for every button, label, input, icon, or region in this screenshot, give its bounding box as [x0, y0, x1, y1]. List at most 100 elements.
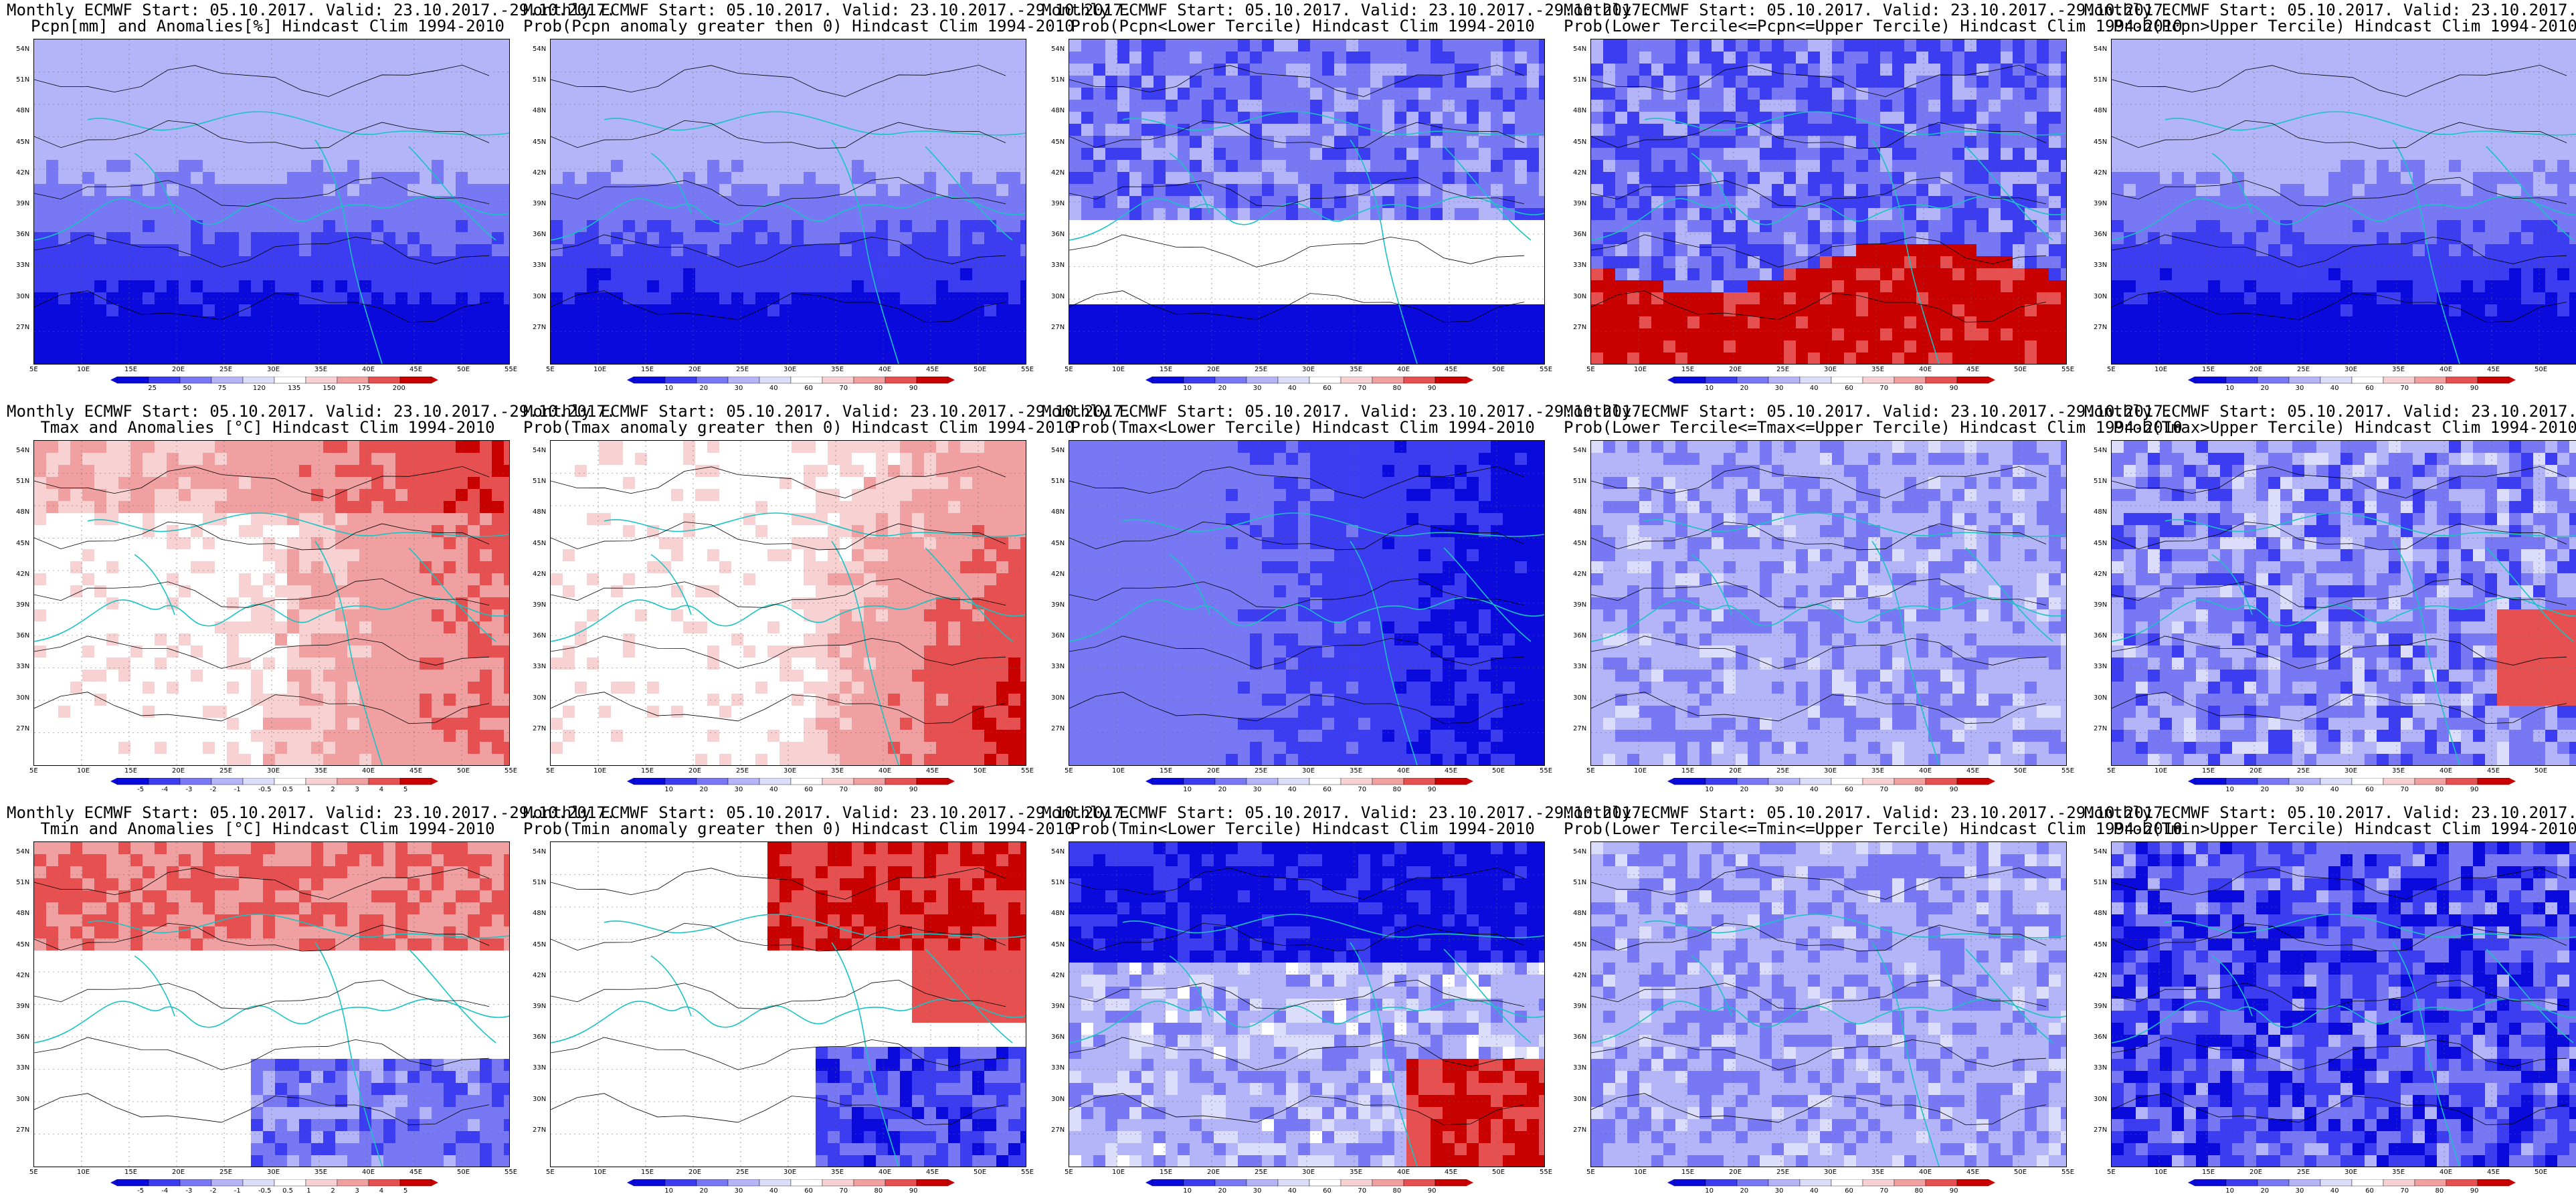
- contour-line: [551, 64, 1006, 97]
- contour-line: [1591, 635, 2047, 669]
- coastline: [1591, 512, 2066, 765]
- latitude-label: 27N: [1051, 323, 1065, 331]
- colorbar: [2188, 778, 2516, 785]
- contour-line: [34, 234, 490, 268]
- map-field: [550, 440, 1026, 766]
- longitude-label: 5E: [29, 1169, 38, 1176]
- latitude-label: 54N: [1573, 447, 1587, 454]
- longitude-label: 10E: [593, 767, 607, 775]
- latitude-label: 30N: [1573, 694, 1587, 702]
- colorbar-tick-label: -5: [137, 786, 145, 793]
- longitude-label: 45E: [926, 366, 939, 373]
- colorbar-tick-label: 60: [804, 1187, 813, 1195]
- longitude-label: 15E: [124, 767, 138, 775]
- latitude-label: 45N: [1051, 940, 1065, 948]
- longitude-label: 20E: [1207, 366, 1220, 373]
- latitude-label: 33N: [1573, 663, 1587, 671]
- latitude-label: 54N: [2094, 848, 2108, 856]
- contour-line: [2112, 692, 2567, 724]
- latitude-label: 27N: [2094, 323, 2108, 331]
- latitude-label: 36N: [2094, 1033, 2108, 1041]
- latitude-label: 45N: [16, 138, 30, 146]
- latitude-label: 48N: [2094, 910, 2108, 918]
- contour-line: [34, 521, 490, 550]
- longitude-label: 5E: [546, 366, 555, 373]
- colorbar-tick-label: 60: [1323, 1187, 1331, 1195]
- colorbar-tick-label: 70: [2400, 385, 2409, 392]
- latitude-label: 48N: [1573, 910, 1587, 918]
- longitude-label: 10E: [1112, 366, 1125, 373]
- latitude-label: 42N: [2094, 971, 2108, 979]
- latitude-label: 45N: [16, 539, 30, 547]
- map-field: [1590, 440, 2067, 766]
- latitude-label: 48N: [533, 107, 547, 115]
- longitude-label: 30E: [1824, 366, 1837, 373]
- contour-line: [1591, 692, 2047, 724]
- longitude-label: 50E: [2535, 767, 2548, 775]
- colorbar-tick-label: 30: [2295, 385, 2304, 392]
- latitude-label: 42N: [16, 971, 30, 979]
- contour-line: [34, 466, 490, 498]
- longitude-label: 10E: [593, 366, 607, 373]
- contour-line: [1591, 521, 2047, 550]
- map-panel: Monthly ECMWF Start: 05.10.2017. Valid: …: [1042, 803, 1651, 1204]
- colorbar-tick-label: 4: [379, 1187, 384, 1195]
- latitude-label: 48N: [533, 508, 547, 516]
- latitude-label: 36N: [1573, 231, 1587, 239]
- colorbar-tick-label: 90: [2470, 385, 2479, 392]
- contour-line: [551, 635, 1006, 669]
- longitude-label: 35E: [2392, 366, 2405, 373]
- contour-line: [1591, 578, 2047, 608]
- latitude-label: 39N: [16, 199, 30, 207]
- latitude-label: 30N: [533, 1095, 547, 1103]
- colorbar-tick-label: 30: [1774, 385, 1784, 392]
- longitude-label: 30E: [1302, 767, 1315, 775]
- longitude-label: 20E: [172, 366, 185, 373]
- longitude-label: 45E: [1966, 767, 1980, 775]
- longitude-label: 15E: [124, 1169, 138, 1176]
- latitude-label: 27N: [533, 1126, 547, 1134]
- colorbar-tick-label: 75: [217, 385, 227, 392]
- colorbar: [110, 377, 438, 384]
- map-field: [33, 841, 510, 1167]
- contour-line: [34, 578, 490, 608]
- longitude-label: 20E: [172, 767, 185, 775]
- longitude-label: 30E: [2344, 366, 2358, 373]
- colorbar-tick-label: 10: [1705, 1187, 1714, 1195]
- panel-header: Monthly ECMWF Start: 05.10.2017. Valid: …: [7, 803, 616, 822]
- longitude-label: 30E: [784, 366, 797, 373]
- latitude-label: 27N: [1051, 1126, 1065, 1134]
- latitude-label: 45N: [1573, 539, 1587, 547]
- map-panel: Monthly ECMWF Start: 05.10.2017. Valid: …: [523, 401, 1133, 803]
- colorbar-tick-label: 80: [874, 786, 883, 793]
- longitude-label: 50E: [1492, 1169, 1505, 1176]
- panel-header: Monthly ECMWF Start: 05.10.2017. Valid: …: [2084, 1, 2576, 19]
- colorbar-tick-label: 30: [1253, 1187, 1262, 1195]
- map-field: [550, 841, 1026, 1167]
- colorbar: [1667, 1179, 1995, 1187]
- colorbar-tick-label: 40: [1809, 786, 1819, 793]
- colorbar-tick-label: 30: [734, 1187, 743, 1195]
- contour-line: [1069, 521, 1525, 550]
- colorbar-tick-label: 80: [2435, 385, 2444, 392]
- contour-line: [1591, 1037, 2047, 1070]
- latitude-label: 36N: [1051, 1033, 1065, 1041]
- coastline: [34, 914, 509, 1167]
- longitude-label: 5E: [546, 767, 555, 775]
- contour-line: [2112, 177, 2567, 207]
- latitude-label: 51N: [16, 879, 30, 887]
- panel-header: Monthly ECMWF Start: 05.10.2017. Valid: …: [523, 402, 1133, 421]
- colorbar-tick-label: -3: [185, 786, 193, 793]
- longitude-label: 5E: [1065, 1169, 1073, 1176]
- panel-title: Prob(Pcpn<Lower Tercile) Hindcast Clim 1…: [1071, 17, 1535, 35]
- colorbar-tick-label: -5: [137, 1187, 145, 1195]
- colorbar-tick-label: -4: [161, 786, 169, 793]
- latitude-label: 33N: [533, 663, 547, 671]
- contour-line: [551, 290, 1006, 323]
- latitude-label: 45N: [2094, 940, 2108, 948]
- colorbar-tick-label: -1: [234, 786, 241, 793]
- longitude-label: 10E: [1112, 767, 1125, 775]
- colorbar-tick-label: 30: [1253, 786, 1262, 793]
- colorbar-tick-label: 20: [2260, 786, 2270, 793]
- contour-line: [34, 692, 490, 724]
